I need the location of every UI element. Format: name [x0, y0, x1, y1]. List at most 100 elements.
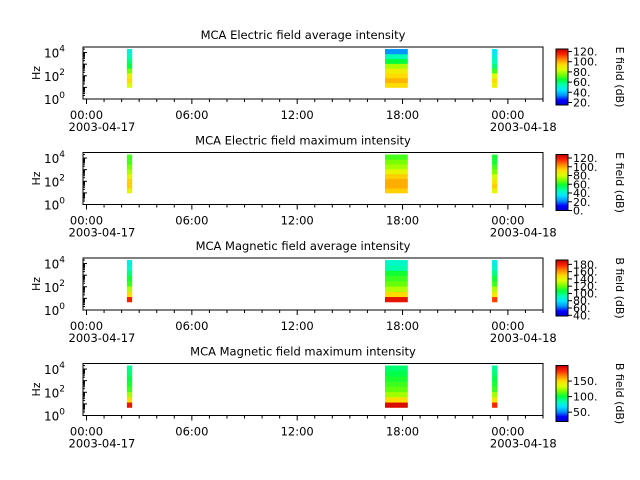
colorbar-cell	[556, 71, 568, 73]
colorbar-cell	[556, 381, 568, 383]
colorbar-cell	[556, 70, 568, 72]
colorbar-tick-label: 40.	[573, 86, 591, 99]
spectrogram-cell	[126, 370, 133, 377]
spectrogram-cell	[384, 365, 408, 372]
colorbar-tick-label: 100.	[573, 287, 598, 300]
colorbar-cell	[556, 393, 568, 395]
x-tick-label: 18:00	[386, 425, 419, 439]
spectrogram-cell	[126, 58, 133, 64]
spectrogram-cell	[126, 173, 133, 179]
spectrogram-cell	[492, 365, 498, 372]
colorbar-cell	[556, 386, 568, 389]
colorbar-cell	[556, 60, 568, 62]
y-tick-label: 104	[44, 45, 65, 61]
colorbar-cell	[556, 175, 568, 178]
spectrogram-cell	[384, 173, 408, 179]
colorbar-cell	[556, 374, 568, 377]
colorbar-cell	[556, 50, 568, 53]
colorbar-cell	[556, 176, 568, 179]
colorbar-cell	[556, 366, 568, 368]
colorbar-cell	[556, 49, 568, 51]
colorbar-cell	[556, 312, 568, 314]
colorbar-cell	[556, 55, 568, 57]
spectrogram-cell	[492, 396, 498, 403]
spectrogram-cell	[492, 154, 498, 160]
colorbar-cell	[556, 185, 568, 187]
spectrogram-cell	[126, 291, 133, 298]
colorbar-cell	[556, 98, 568, 100]
colorbar-cell	[556, 282, 568, 284]
spectrogram-cell	[384, 286, 408, 292]
y-tick-label: 102	[44, 384, 65, 400]
colorbar-cell	[556, 205, 568, 208]
y-tick-exponent: 0	[59, 91, 65, 101]
y-tick-exponent: 0	[59, 408, 65, 418]
colorbar-cell	[556, 408, 568, 410]
colorbar-cell	[556, 184, 568, 186]
colorbar-cell	[556, 313, 568, 315]
colorbar-cell	[556, 401, 568, 404]
y-tick-base: 10	[44, 175, 59, 189]
colorbar-label: E field (dB)	[613, 152, 626, 213]
y-tick-base: 10	[44, 70, 59, 84]
spectrogram-cell	[384, 77, 408, 83]
spectrogram-cell	[126, 270, 133, 277]
colorbar-cell	[556, 266, 568, 268]
colorbar-cell	[556, 58, 568, 60]
colorbar-cell	[556, 182, 568, 184]
colorbar-cell	[556, 87, 568, 89]
colorbar-cell	[556, 406, 568, 408]
colorbar-cell	[556, 203, 568, 206]
colorbar-cell	[556, 77, 568, 79]
spectrogram-cell	[492, 291, 498, 298]
colorbar-cell	[556, 275, 568, 278]
colorbar-cell	[556, 311, 568, 313]
spectrogram-cell	[126, 280, 133, 287]
colorbar-cell	[556, 95, 568, 97]
x-tick-label: 12:00	[281, 108, 314, 122]
spectrogram-cell	[384, 402, 408, 408]
colorbar-cell	[556, 409, 568, 411]
colorbar-tick-label: 160.	[573, 266, 598, 279]
chart-title: MCA Magnetic field maximum intensity	[190, 345, 416, 359]
colorbar-cell	[556, 267, 568, 269]
colorbar-cell	[556, 303, 568, 306]
colorbar-tick-label: 40.	[573, 187, 591, 200]
colorbar-tick-label: 100.	[573, 391, 598, 404]
spectrogram-cell	[126, 159, 133, 165]
colorbar-cell	[556, 161, 568, 163]
spectrogram-cell	[126, 296, 133, 303]
plot-frame	[82, 46, 544, 100]
colorbar-cell	[556, 103, 568, 105]
y-axis-label: Hz	[30, 277, 43, 291]
colorbar-tick-label: 100.	[573, 161, 598, 174]
colorbar-cell	[556, 287, 568, 289]
spectrogram-cell	[126, 178, 133, 184]
colorbar-cell	[556, 262, 568, 265]
y-tick-label: 102	[44, 173, 65, 189]
colorbar-cell	[556, 181, 568, 183]
spectrogram-cell	[126, 82, 133, 88]
x-tick-label: 00:00	[491, 319, 524, 333]
colorbar-cell	[556, 261, 568, 264]
spectrogram-cell	[384, 49, 408, 55]
colorbar-cell	[556, 414, 568, 416]
colorbar-cell	[556, 165, 568, 168]
spectrogram-cell	[384, 82, 408, 88]
x-tick-label: 00:00	[491, 214, 524, 228]
colorbar-cell	[556, 68, 568, 70]
colorbar-cell	[556, 83, 568, 85]
spectrogram-cell	[492, 391, 498, 398]
colorbar-cell	[556, 172, 568, 174]
colorbar-cell	[556, 402, 568, 405]
spectrogram-cell	[492, 178, 498, 184]
spectrogram-cell	[126, 73, 133, 79]
colorbar-cell	[556, 173, 568, 175]
y-tick-exponent: 2	[59, 68, 65, 78]
x-tick-label: 06:00	[175, 108, 208, 122]
colorbar-cell	[556, 274, 568, 276]
colorbar-cell	[556, 377, 568, 379]
spectrogram-cell	[384, 265, 408, 271]
colorbar-cell	[556, 199, 568, 201]
colorbar-cell	[556, 410, 568, 412]
